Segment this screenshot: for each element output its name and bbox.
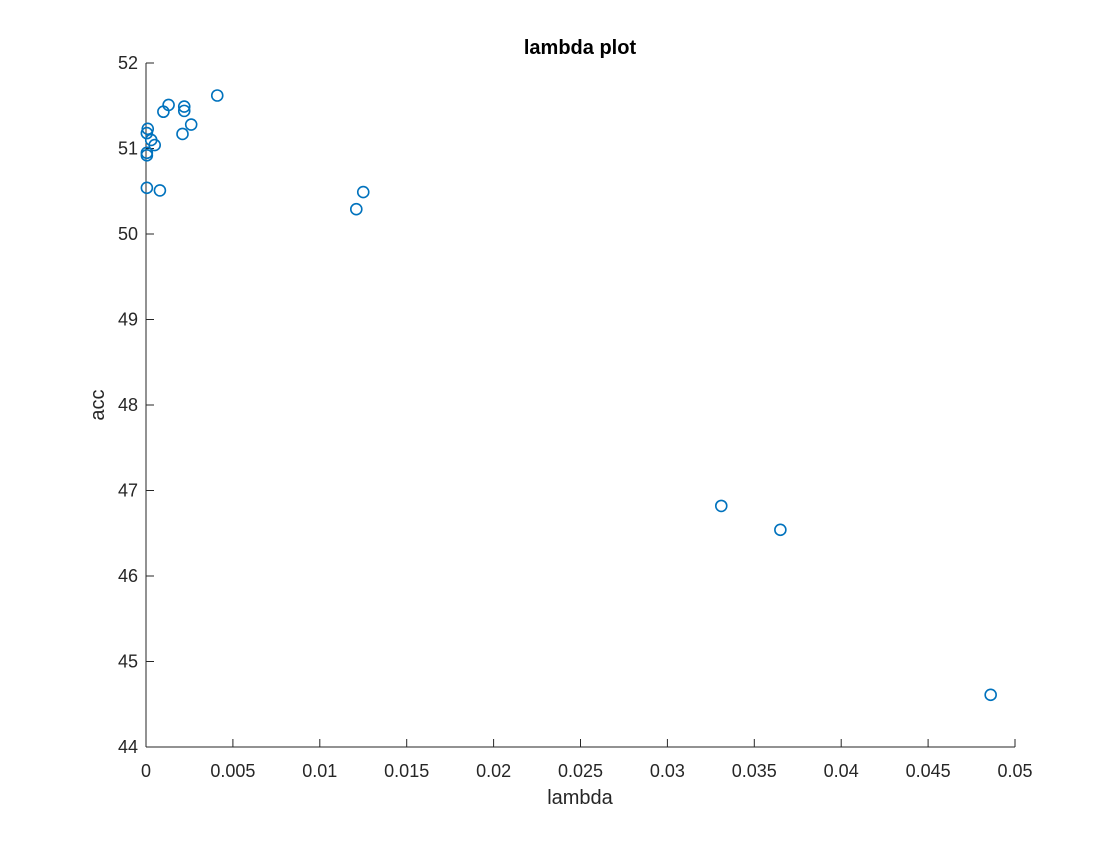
x-ticks: 0 0.005 0.01 0.015 0.02 0.025 0.03 0.035 0.04 0.0… <box>141 739 1033 781</box>
y-tick-label: 49 <box>118 310 138 330</box>
y-axis-label: acc <box>87 389 109 420</box>
data-point <box>349 202 363 216</box>
x-tick-label: 0.025 <box>558 761 603 781</box>
data-point <box>177 104 191 118</box>
x-tick-label: 0.015 <box>384 761 429 781</box>
data-point <box>162 98 175 112</box>
x-axis-label: lambda <box>547 787 613 809</box>
x-tick-label: 0.02 <box>476 761 511 781</box>
x-tick-label: 0.005 <box>210 761 255 781</box>
data-point <box>140 126 154 140</box>
y-tick-label: 52 <box>118 53 138 73</box>
data-point <box>177 100 191 113</box>
x-tick-label: 0.05 <box>997 761 1032 781</box>
data-point <box>774 523 787 537</box>
x-tick-label: 0.035 <box>732 761 777 781</box>
data-markers <box>140 89 997 702</box>
y-tick-label: 51 <box>118 139 138 159</box>
data-point <box>984 688 997 702</box>
x-tick-label: 0 <box>141 761 151 781</box>
y-tick-label: 48 <box>118 395 138 415</box>
data-point <box>140 181 154 195</box>
data-point <box>140 146 154 160</box>
y-tick-label: 44 <box>118 737 138 757</box>
x-tick-label: 0.03 <box>650 761 685 781</box>
data-point <box>140 149 154 162</box>
axes <box>145 63 1015 748</box>
data-point <box>176 127 189 141</box>
y-tick-label: 46 <box>118 566 138 586</box>
data-point <box>356 185 370 199</box>
x-tick-label: 0.01 <box>302 761 337 781</box>
data-point <box>210 89 224 102</box>
data-point <box>153 184 167 197</box>
x-tick-label: 0.045 <box>906 761 951 781</box>
data-point <box>714 499 728 513</box>
x-tick-label: 0.04 <box>824 761 859 781</box>
data-point <box>184 118 198 131</box>
y-tick-label: 47 <box>118 481 138 501</box>
data-point <box>148 138 161 152</box>
y-tick-label: 50 <box>118 224 138 244</box>
chart-title: lambda plot <box>524 37 637 59</box>
y-tick-label: 45 <box>118 652 138 672</box>
data-point <box>141 122 155 136</box>
y-ticks: 44 45 46 47 48 49 50 51 52 <box>118 53 154 757</box>
